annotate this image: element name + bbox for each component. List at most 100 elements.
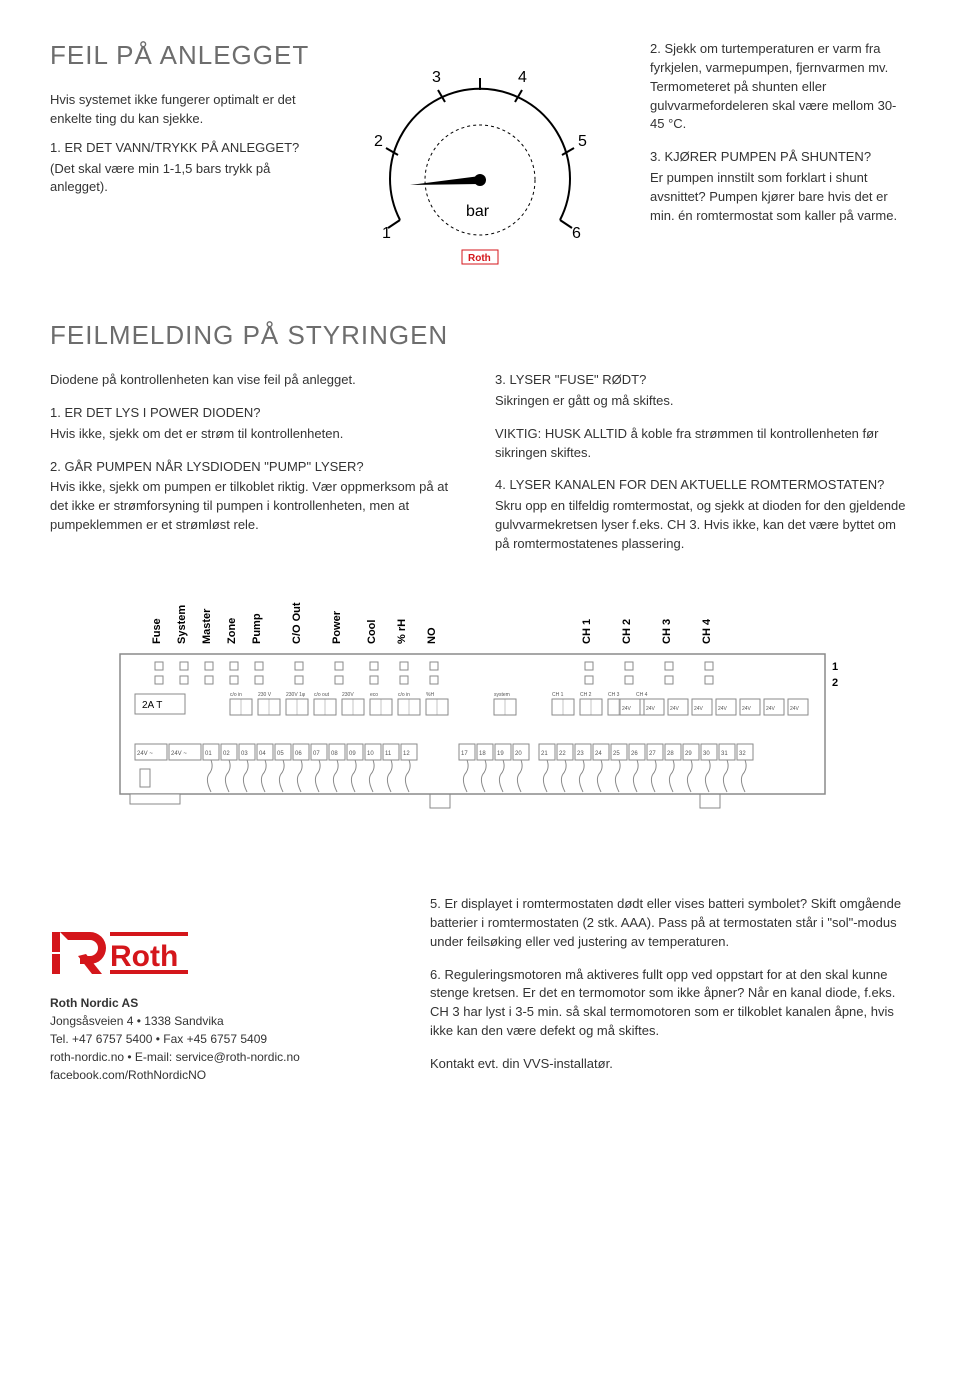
svg-text:24V: 24V — [766, 706, 776, 712]
s2-intro: Diodene på kontrollenheten kan vise feil… — [50, 371, 465, 390]
section-feil-anlegget: FEIL PÅ ANLEGGET Hvis systemet ikke fung… — [50, 40, 910, 280]
intro-text: Hvis systemet ikke fungerer optimalt er … — [50, 91, 310, 129]
svg-text:CH 1: CH 1 — [552, 692, 564, 698]
svg-text:04: 04 — [259, 751, 266, 757]
row-2: 2 — [832, 677, 838, 689]
p7: Kontakt evt. din VVS-installatør. — [430, 1055, 910, 1074]
company: Roth Nordic AS — [50, 994, 400, 1012]
svg-text:24: 24 — [595, 751, 602, 757]
svg-text:24V: 24V — [790, 706, 800, 712]
svg-text:CH 2: CH 2 — [580, 692, 592, 698]
svg-text:32: 32 — [739, 751, 746, 757]
svg-text:%H: %H — [426, 692, 434, 698]
svg-text:26: 26 — [631, 751, 638, 757]
ctrl-label: Fuse — [151, 618, 163, 644]
svg-text:24V: 24V — [646, 706, 656, 712]
q3: 3. KJØRER PUMPEN PÅ SHUNTEN? — [650, 148, 910, 167]
ctrl-label: CH 2 — [621, 619, 633, 644]
svg-text:02: 02 — [223, 751, 230, 757]
svg-text:07: 07 — [313, 751, 320, 757]
heading-1: FEIL PÅ ANLEGGET — [50, 40, 310, 71]
svg-text:c/o out: c/o out — [314, 692, 330, 698]
contact-block: Roth Nordic AS Jongsåsveien 4 • 1338 San… — [50, 994, 400, 1084]
svg-text:03: 03 — [241, 751, 248, 757]
s2-a1: Hvis ikke, sjekk om det er strøm til kon… — [50, 425, 465, 444]
s2-a3: Sikringen er gått og må skiftes. — [495, 392, 910, 411]
svg-text:21: 21 — [541, 751, 548, 757]
svg-text:230V: 230V — [342, 692, 354, 698]
s2-q2: 2. GÅR PUMPEN NÅR LYSDIODEN "PUMP" LYSER… — [50, 458, 465, 477]
s2-warn: VIKTIG: HUSK ALLTID å koble fra strømmen… — [495, 425, 910, 463]
svg-text:eco: eco — [370, 692, 378, 698]
s2-q3: 3. LYSER "FUSE" RØDT? — [495, 371, 910, 390]
svg-text:27: 27 — [649, 751, 656, 757]
svg-text:24V: 24V — [622, 706, 632, 712]
q1: 1. ER DET VANN/TRYKK PÅ ANLEGGET? — [50, 139, 310, 158]
svg-text:24V: 24V — [670, 706, 680, 712]
svg-text:05: 05 — [277, 751, 284, 757]
tick-5: 5 — [578, 133, 587, 150]
gauge-unit: bar — [466, 203, 490, 220]
ctrl-label: CH 1 — [581, 619, 593, 644]
svg-text:24V: 24V — [718, 706, 728, 712]
ctrl-label: CH 4 — [701, 618, 713, 644]
tick-6: 6 — [572, 225, 581, 242]
row-1: 1 — [832, 661, 838, 673]
svg-text:30: 30 — [703, 751, 710, 757]
svg-text:230 V: 230 V — [258, 692, 272, 698]
svg-text:24V ~: 24V ~ — [137, 751, 153, 757]
heading-2: FEILMELDING PÅ STYRINGEN — [50, 320, 910, 351]
svg-text:20: 20 — [515, 751, 522, 757]
svg-text:CH 4: CH 4 — [636, 692, 648, 698]
svg-text:230V 1φ: 230V 1φ — [286, 692, 306, 698]
p6: 6. Reguleringsmotoren må aktiveres fullt… — [430, 966, 910, 1041]
roth-logo: Roth — [50, 924, 400, 984]
svg-text:c/o in: c/o in — [398, 692, 410, 698]
p-right-1: 2. Sjekk om turtemperaturen er varm fra … — [650, 40, 910, 134]
svg-text:24V ~: 24V ~ — [171, 751, 187, 757]
ctrl-label: Zone — [226, 617, 238, 643]
tick-2: 2 — [374, 133, 383, 150]
s2-q1: 1. ER DET LYS I POWER DIODEN? — [50, 404, 465, 423]
addr: Jongsåsveien 4 • 1338 Sandvika — [50, 1012, 400, 1030]
svg-text:Roth: Roth — [468, 253, 491, 264]
roth-brand-small: Roth — [462, 250, 498, 264]
svg-text:25: 25 — [613, 751, 620, 757]
web: roth-nordic.no • E-mail: service@roth-no… — [50, 1048, 400, 1066]
svg-text:22: 22 — [559, 751, 566, 757]
ctrl-label: C/O Out — [291, 602, 303, 644]
svg-text:17: 17 — [461, 751, 468, 757]
section-feilmelding: FEILMELDING PÅ STYRINGEN Diodene på kont… — [50, 320, 910, 564]
ctrl-label: Power — [331, 610, 343, 644]
phone: Tel. +47 6757 5400 • Fax +45 6757 5409 — [50, 1030, 400, 1048]
ctrl-label: Cool — [366, 619, 378, 643]
fb: facebook.com/RothNordicNO — [50, 1066, 400, 1084]
svg-text:c/o in: c/o in — [230, 692, 242, 698]
svg-text:system: system — [494, 692, 510, 698]
tick-3: 3 — [432, 69, 441, 86]
svg-text:23: 23 — [577, 751, 584, 757]
svg-text:12: 12 — [403, 751, 410, 757]
s2-a2: Hvis ikke, sjekk om pumpen er tilkoblet … — [50, 478, 465, 535]
controller-diagram: FuseSystemMasterZonePumpC/O OutPowerCool… — [50, 594, 910, 824]
svg-text:24V: 24V — [694, 706, 704, 712]
svg-text:29: 29 — [685, 751, 692, 757]
ctrl-label: CH 3 — [661, 619, 673, 644]
svg-text:08: 08 — [331, 751, 338, 757]
svg-text:28: 28 — [667, 751, 674, 757]
ctrl-label: % rH — [396, 619, 408, 644]
s2-q4: 4. LYSER KANALEN FOR DEN AKTUELLE ROMTER… — [495, 476, 910, 495]
svg-text:06: 06 — [295, 751, 302, 757]
svg-text:19: 19 — [497, 751, 504, 757]
tick-1: 1 — [382, 225, 391, 242]
pressure-gauge: 1 2 3 4 5 6 bar Roth — [350, 40, 610, 280]
svg-text:18: 18 — [479, 751, 486, 757]
ctrl-label: NO — [426, 627, 438, 644]
s2-a4: Skru opp en tilfeldig romtermostat, og s… — [495, 497, 910, 554]
svg-text:09: 09 — [349, 751, 356, 757]
ctrl-label: Pump — [251, 613, 263, 644]
svg-text:11: 11 — [385, 751, 392, 757]
svg-text:10: 10 — [367, 751, 374, 757]
svg-text:31: 31 — [721, 751, 728, 757]
a3: Er pumpen innstilt som forklart i shunt … — [650, 169, 910, 226]
